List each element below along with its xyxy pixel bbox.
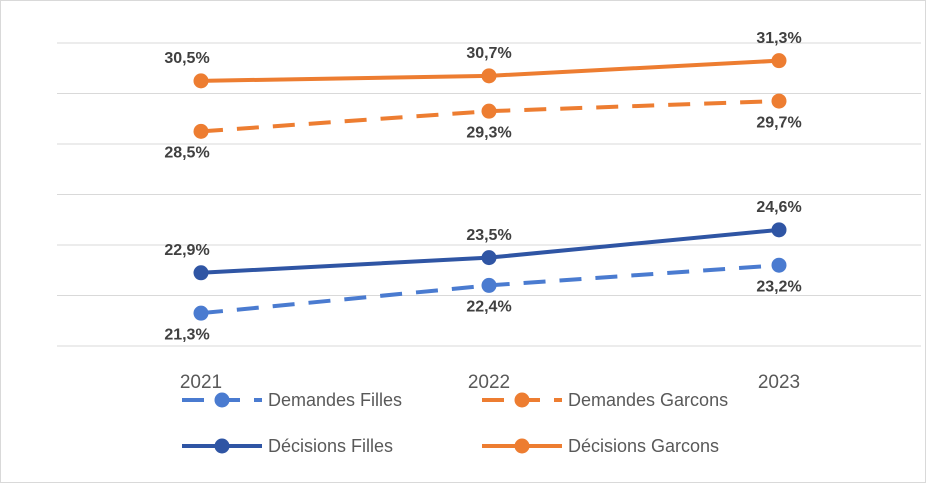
legend-label: Demandes Filles xyxy=(268,390,402,410)
marker xyxy=(193,265,209,281)
data-label: 22,9% xyxy=(164,242,209,259)
data-label: 21,3% xyxy=(164,326,209,343)
legend-marker xyxy=(514,438,530,454)
marker xyxy=(193,305,209,321)
legend-label: Décisions Garcons xyxy=(568,436,719,456)
marker xyxy=(771,222,787,238)
marker xyxy=(193,123,209,139)
data-label: 31,3% xyxy=(756,30,801,47)
legend-label: Décisions Filles xyxy=(268,436,393,456)
marker xyxy=(771,53,787,69)
data-label: 29,3% xyxy=(466,124,511,141)
marker xyxy=(481,277,497,293)
marker xyxy=(771,257,787,273)
x-tick-label: 2021 xyxy=(180,372,222,393)
x-tick-label: 2022 xyxy=(468,372,510,393)
data-label: 30,5% xyxy=(164,50,209,67)
marker xyxy=(771,93,787,109)
marker xyxy=(193,73,209,89)
data-label: 23,5% xyxy=(466,227,511,244)
data-label: 30,7% xyxy=(466,45,511,62)
data-label: 22,4% xyxy=(466,299,511,316)
data-label: 29,7% xyxy=(756,114,801,131)
marker xyxy=(481,68,497,84)
marker xyxy=(481,250,497,266)
data-label: 24,6% xyxy=(756,199,801,216)
legend-marker xyxy=(214,438,230,454)
legend-marker xyxy=(514,392,530,408)
legend-marker xyxy=(214,392,230,408)
data-label: 28,5% xyxy=(164,145,209,162)
data-label: 23,2% xyxy=(756,278,801,295)
marker xyxy=(481,103,497,119)
legend-label: Demandes Garcons xyxy=(568,390,728,410)
x-tick-label: 2023 xyxy=(758,372,800,393)
